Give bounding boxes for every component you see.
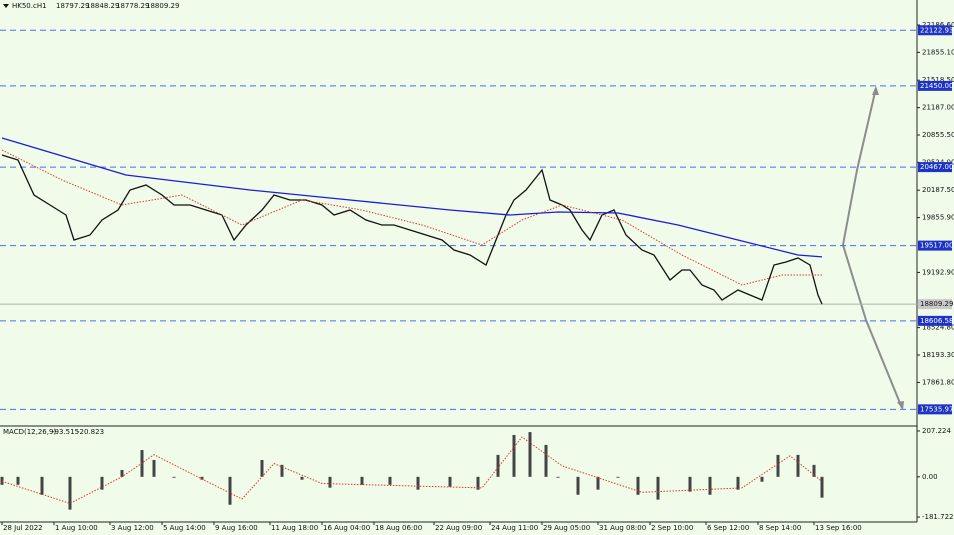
macd-bar [820, 476, 824, 498]
y-tick-label: 22186.60 [922, 21, 954, 29]
macd-bar [656, 476, 660, 500]
macd-bar [280, 464, 284, 477]
y-tick-label: 18524.80 [922, 324, 954, 332]
macd-label: MACD(12,26,9) [3, 428, 56, 436]
x-tick-label: 13 Sep 16:00 [815, 524, 862, 532]
y-tick-label: 207.224 [922, 427, 951, 435]
x-tick-label: 6 Sep 12:00 [707, 524, 749, 532]
price-line [1, 154, 823, 305]
close: 18809.29 [146, 2, 179, 10]
macd-bar [388, 476, 392, 485]
level-box [918, 404, 952, 415]
y-tick-label: 17861.80 [922, 378, 954, 386]
level-box [918, 315, 952, 326]
open: 18797.29 [56, 2, 89, 10]
moving-average [1, 149, 822, 286]
x-tick-label: 28 Jul 2022 [3, 524, 43, 532]
macd-bar [576, 476, 580, 495]
macd-bar [796, 454, 800, 477]
x-tick-label: 16 Aug 04:00 [323, 524, 370, 532]
y-tick-label: 21187.00 [922, 104, 954, 112]
macd-bar [528, 432, 532, 477]
y-tick-label: 0.00 [922, 473, 938, 481]
y-tick-label: 21855.10 [922, 48, 954, 56]
x-tick-label: 29 Aug 05:00 [543, 524, 590, 532]
macd-bar [40, 476, 44, 495]
x-tick-label: 22 Aug 09:00 [435, 524, 482, 532]
x-tick-label: 2 Sep 10:00 [651, 524, 693, 532]
macd-bar [616, 476, 620, 478]
macd-bar [416, 476, 420, 490]
level-label: 17535.97 [920, 405, 953, 413]
level-label: 20467.00 [920, 163, 953, 171]
x-tick-label: 9 Aug 16:00 [215, 524, 258, 532]
level-label: 22122.93 [920, 26, 953, 34]
macd-bar [300, 476, 304, 480]
level-label: 21450.00 [920, 82, 953, 90]
y-tick-label: 18193.30 [922, 351, 954, 359]
signal-value: -20.823 [77, 428, 104, 436]
signal-line [1, 436, 823, 504]
macd-bar [172, 476, 176, 478]
macd-bar [0, 476, 4, 485]
macd-bar [708, 476, 712, 495]
macd-bar [360, 476, 364, 485]
level-box [918, 80, 952, 91]
y-tick-label: 19855.90 [922, 214, 954, 222]
x-tick-label: 11 Aug 18:00 [271, 524, 318, 532]
y-tick-label: 20855.50 [922, 131, 954, 139]
macd-bar [760, 476, 764, 482]
macd-bar [736, 476, 740, 490]
macd-bar [228, 476, 232, 505]
level-label: 19517.00 [920, 242, 953, 250]
symbol: HK50.cH1 [12, 2, 47, 10]
macd-bar [636, 476, 640, 495]
macd-bar [260, 459, 264, 477]
level-box [918, 162, 952, 173]
macd-bar [16, 476, 20, 485]
price-label: 18809.29 [920, 300, 953, 308]
macd-bar [476, 476, 480, 490]
macd-bar [812, 464, 816, 477]
y-tick-label: -181.722 [922, 513, 953, 521]
x-tick-label: 3 Aug 12:00 [111, 524, 154, 532]
y-tick-label: 20187.50 [922, 186, 954, 194]
level-box [918, 240, 952, 251]
y-tick-label: 21518.50 [922, 76, 954, 84]
macd-bar [448, 476, 452, 487]
macd-bar [596, 476, 600, 490]
x-tick-label: 5 Aug 14:00 [163, 524, 206, 532]
macd-bar [328, 476, 332, 488]
macd-bar [68, 476, 72, 510]
x-tick-label: 1 Aug 10:00 [55, 524, 98, 532]
x-tick-label: 8 Sep 14:00 [759, 524, 801, 532]
macd-bar [152, 459, 156, 477]
x-tick-label: 18 Aug 06:00 [375, 524, 422, 532]
macd-bar [556, 476, 560, 478]
y-tick-label: 19192.90 [922, 268, 954, 276]
level-label: 18606.58 [920, 317, 953, 325]
high: 18848.29 [86, 2, 119, 10]
price-box [918, 299, 952, 310]
macd-bar [544, 444, 548, 477]
macd-bar [100, 476, 104, 490]
macd-bar [512, 434, 516, 477]
macd-bar [776, 454, 780, 477]
x-tick-label: 24 Aug 11:00 [491, 524, 538, 532]
menu-arrow [3, 4, 9, 8]
projection-arrows [842, 87, 903, 409]
macd-value: -93.515 [52, 428, 79, 436]
x-tick-label: 31 Aug 08:00 [599, 524, 646, 532]
macd-bar [120, 469, 124, 477]
level-box [918, 25, 952, 36]
low: 18778.29 [116, 2, 149, 10]
macd-bar [200, 476, 204, 480]
macd-bar [496, 454, 500, 477]
macd-bar [688, 476, 692, 492]
arrowheads [872, 86, 904, 410]
moving-average [1, 137, 823, 258]
